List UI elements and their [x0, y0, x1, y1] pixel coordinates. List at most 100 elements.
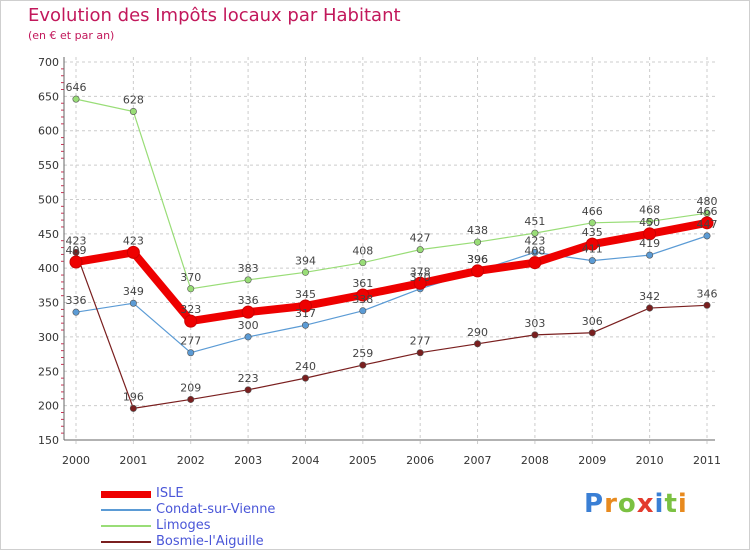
y-tick-label: 400: [38, 262, 59, 275]
logo-letter: i: [654, 489, 665, 519]
data-label: 408: [352, 245, 373, 258]
legend-label: Bosmie-l'Aiguille: [156, 534, 264, 549]
legend-swatch-isle: [101, 491, 151, 498]
data-point: [528, 256, 542, 270]
data-point: [359, 361, 367, 369]
data-label: 240: [295, 360, 316, 373]
grid: [64, 57, 715, 444]
x-tick-label: 2009: [578, 454, 606, 467]
data-point: [531, 248, 539, 256]
x-tick-label: 2003: [234, 454, 262, 467]
legend-item-bosmie: Bosmie-l'Aiguille: [101, 534, 361, 549]
data-point: [531, 229, 539, 237]
data-point: [588, 257, 596, 265]
y-tick-label: 700: [38, 56, 59, 69]
data-point: [585, 237, 599, 251]
data-label: 466: [697, 205, 718, 218]
y-tick-label: 500: [38, 193, 59, 206]
data-label: 345: [295, 288, 316, 301]
x-tick-label: 2010: [636, 454, 664, 467]
data-point: [187, 395, 195, 403]
legend: ISLE Condat-sur-Vienne Limoges Bosmie-l'…: [101, 486, 361, 549]
data-point: [69, 255, 83, 269]
x-tick-label: 2004: [291, 454, 319, 467]
data-point: [301, 321, 309, 329]
data-point: [646, 304, 654, 312]
data-label: 447: [697, 218, 718, 231]
data-point: [359, 307, 367, 315]
data-label: 338: [352, 293, 373, 306]
data-label: 427: [410, 232, 431, 245]
x-tick-label: 2008: [521, 454, 549, 467]
data-point: [700, 216, 714, 230]
data-label: 423: [123, 234, 144, 247]
data-point: [643, 227, 657, 241]
data-label: 468: [639, 203, 660, 216]
logo-letter: i: [677, 489, 688, 519]
data-point: [129, 404, 137, 412]
x-tick-label: 2007: [464, 454, 492, 467]
data-label: 370: [410, 271, 431, 284]
data-label: 394: [295, 254, 316, 267]
data-label: 411: [582, 243, 603, 256]
data-point: [126, 245, 140, 259]
chart-subtitle: (en € et par an): [28, 29, 115, 42]
data-point: [531, 331, 539, 339]
data-point: [646, 251, 654, 259]
x-tick-label: 2001: [119, 454, 147, 467]
y-tick-label: 550: [38, 159, 59, 172]
y-tick-label: 300: [38, 331, 59, 344]
legend-label: Limoges: [156, 518, 211, 533]
data-label: 378: [410, 265, 431, 278]
data-label: 300: [238, 319, 259, 332]
data-point: [187, 285, 195, 293]
data-label: 370: [180, 271, 201, 284]
data-label: 223: [238, 372, 259, 385]
series-line: [72, 218, 711, 326]
series-line: [75, 235, 708, 354]
data-point: [184, 314, 198, 328]
data-point: [298, 299, 312, 313]
y-tick-label: 600: [38, 125, 59, 138]
tick-labels: 150 200 250 300 350 400 450 500 550 600 650 700 2000…: [38, 56, 721, 467]
proxiti-logo: Proxiti: [584, 489, 688, 519]
data-label: 423: [524, 234, 545, 247]
series-line: [75, 251, 708, 409]
x-tick-label: 2011: [693, 454, 721, 467]
data-label: 396: [467, 253, 488, 266]
data-label: 349: [123, 285, 144, 298]
data-point: [187, 349, 195, 357]
data-label: 438: [467, 224, 488, 237]
data-label: 196: [123, 390, 144, 403]
data-label: 342: [639, 290, 660, 303]
data-point: [244, 333, 252, 341]
data-label: 277: [410, 335, 431, 348]
logo-letter: o: [617, 489, 637, 519]
data-label: 423: [66, 234, 87, 247]
data-label: 628: [123, 93, 144, 106]
legend-item-condat: Condat-sur-Vienne: [101, 502, 361, 518]
data-label: 346: [697, 287, 718, 300]
data-label: 409: [66, 244, 87, 257]
legend-item-isle: ISLE: [101, 486, 361, 502]
data-label: 419: [639, 237, 660, 250]
series-line: [75, 98, 708, 290]
data-point: [703, 301, 711, 309]
logo-letter: x: [636, 489, 655, 519]
data-point: [413, 276, 427, 290]
data-label: 435: [582, 226, 603, 239]
data-point: [244, 386, 252, 394]
data-label: 323: [180, 303, 201, 316]
data-point: [474, 340, 482, 348]
data-label: 336: [238, 294, 259, 307]
legend-swatch-limoges: [101, 525, 151, 527]
data-point: [241, 305, 255, 319]
y-tick-label: 650: [38, 90, 59, 103]
data-point: [72, 308, 80, 316]
data-point: [72, 95, 80, 103]
chart-title: Evolution des Impôts locaux par Habitant: [28, 5, 401, 26]
data-label: 209: [180, 381, 201, 394]
